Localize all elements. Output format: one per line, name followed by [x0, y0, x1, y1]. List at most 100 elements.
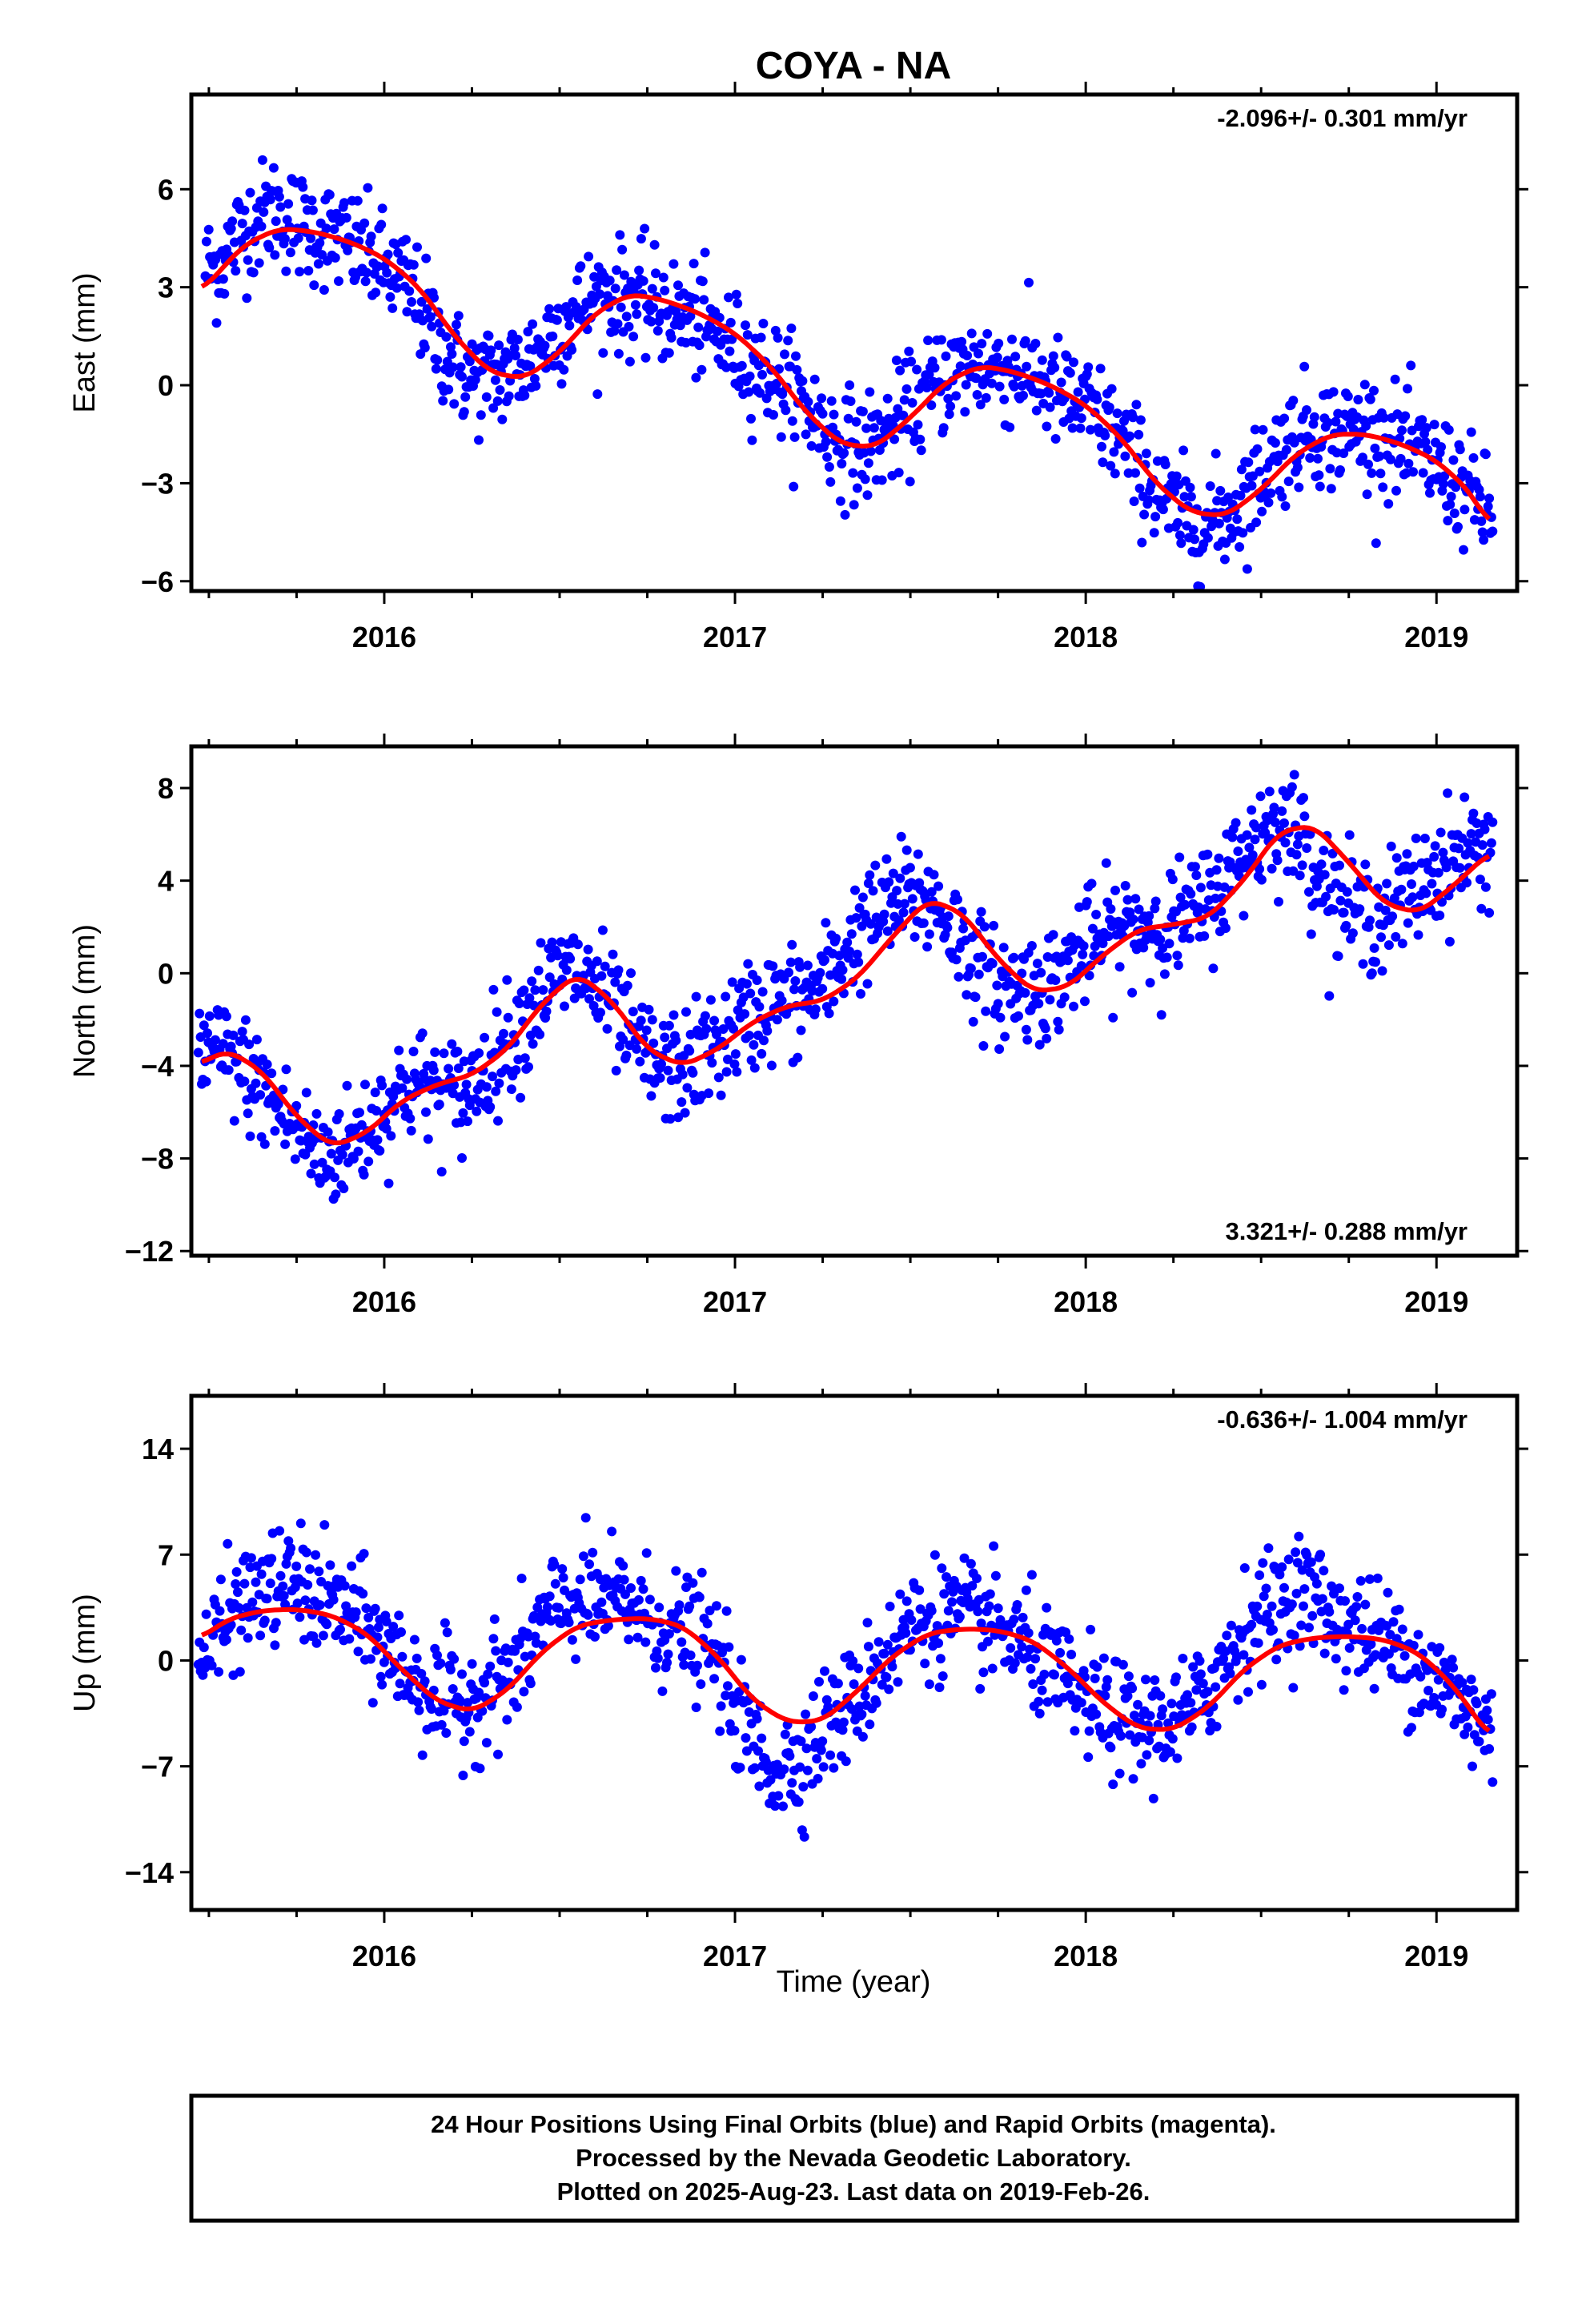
- data-point: [749, 1763, 760, 1773]
- data-point: [626, 968, 636, 979]
- data-point: [1186, 1698, 1196, 1708]
- data-point: [1123, 468, 1134, 478]
- data-point: [1400, 411, 1411, 421]
- data-point: [556, 379, 567, 389]
- data-point: [516, 1574, 527, 1583]
- data-point: [475, 1763, 485, 1774]
- data-point: [1101, 858, 1111, 868]
- data-point: [499, 1028, 508, 1039]
- data-point: [1408, 861, 1419, 871]
- data-point: [1191, 870, 1202, 880]
- data-point: [802, 1765, 813, 1775]
- y-tick-label: −4: [141, 1050, 174, 1083]
- data-point: [358, 1589, 368, 1599]
- data-point: [712, 1029, 721, 1039]
- data-point: [697, 1567, 707, 1578]
- data-point: [341, 212, 351, 223]
- data-point: [778, 1801, 788, 1811]
- data-point: [512, 1702, 522, 1712]
- data-point: [1445, 500, 1456, 509]
- data-point: [1048, 351, 1058, 361]
- data-point: [264, 243, 275, 253]
- data-point: [1466, 829, 1476, 839]
- data-point: [1050, 1670, 1059, 1680]
- data-point: [1295, 870, 1305, 881]
- data-point: [1247, 1619, 1257, 1630]
- data-point: [632, 1043, 642, 1054]
- footer-line-2: Processed by the Nevada Geodetic Laborat…: [576, 2144, 1131, 2172]
- data-point: [356, 1120, 367, 1130]
- data-point: [1160, 460, 1170, 469]
- data-point: [218, 1039, 228, 1049]
- data-point: [362, 267, 371, 278]
- data-point: [588, 1547, 598, 1558]
- data-point: [1325, 464, 1335, 474]
- data-point: [1287, 782, 1297, 792]
- data-point: [488, 1634, 499, 1644]
- data-point: [1056, 377, 1066, 388]
- data-point: [1190, 862, 1200, 872]
- data-point: [820, 1666, 829, 1676]
- data-point: [1020, 336, 1030, 346]
- data-point: [905, 476, 915, 487]
- data-point: [987, 1663, 998, 1674]
- data-point: [673, 280, 683, 291]
- data-point: [516, 1092, 526, 1103]
- data-point: [525, 1679, 536, 1689]
- data-point: [273, 1099, 283, 1109]
- data-point: [906, 1615, 917, 1625]
- data-point: [245, 1131, 255, 1141]
- data-point: [648, 1038, 659, 1048]
- data-point: [976, 907, 986, 917]
- data-point: [1120, 881, 1130, 891]
- data-point: [1009, 381, 1019, 392]
- data-point: [1460, 1729, 1470, 1739]
- data-point: [1415, 1671, 1426, 1682]
- data-point: [652, 326, 663, 336]
- data-point: [1022, 1652, 1033, 1663]
- data-point: [818, 1762, 829, 1772]
- data-point: [615, 230, 625, 240]
- data-point: [228, 1030, 239, 1040]
- data-point: [1289, 1630, 1299, 1641]
- data-point: [766, 1060, 777, 1071]
- data-point: [1024, 277, 1034, 287]
- data-point: [319, 1520, 330, 1530]
- data-point: [713, 1072, 724, 1083]
- y-tick-label: −8: [141, 1143, 174, 1176]
- data-point: [680, 1108, 690, 1118]
- data-point: [367, 1698, 378, 1708]
- data-point: [391, 283, 402, 293]
- y-tick-label: 8: [158, 772, 174, 805]
- data-point: [899, 899, 909, 909]
- data-point: [552, 315, 562, 325]
- data-point: [1394, 1604, 1404, 1614]
- data-point: [1302, 405, 1311, 415]
- data-point: [280, 1139, 291, 1149]
- data-point: [561, 302, 572, 312]
- data-point: [877, 1679, 887, 1690]
- data-point: [377, 1679, 387, 1690]
- data-point: [1423, 444, 1433, 455]
- data-point: [381, 1124, 391, 1134]
- data-point: [352, 195, 363, 206]
- data-point: [773, 332, 783, 343]
- data-point: [519, 985, 529, 995]
- data-point: [1173, 517, 1183, 528]
- data-point: [837, 965, 848, 975]
- data-point: [414, 1705, 424, 1715]
- data-point: [199, 1642, 209, 1653]
- data-point: [641, 1548, 652, 1558]
- data-point: [1280, 838, 1291, 848]
- data-point: [1062, 352, 1072, 362]
- data-point: [457, 372, 467, 382]
- data-point: [762, 1026, 773, 1036]
- data-point: [509, 343, 520, 353]
- data-point: [1291, 850, 1302, 860]
- data-point: [330, 252, 340, 263]
- footer-box: 24 Hour Positions Using Final Orbits (bl…: [189, 2093, 1520, 2223]
- data-point: [898, 1614, 909, 1625]
- data-point: [741, 1746, 752, 1756]
- data-point: [958, 923, 969, 934]
- data-point: [1407, 892, 1418, 903]
